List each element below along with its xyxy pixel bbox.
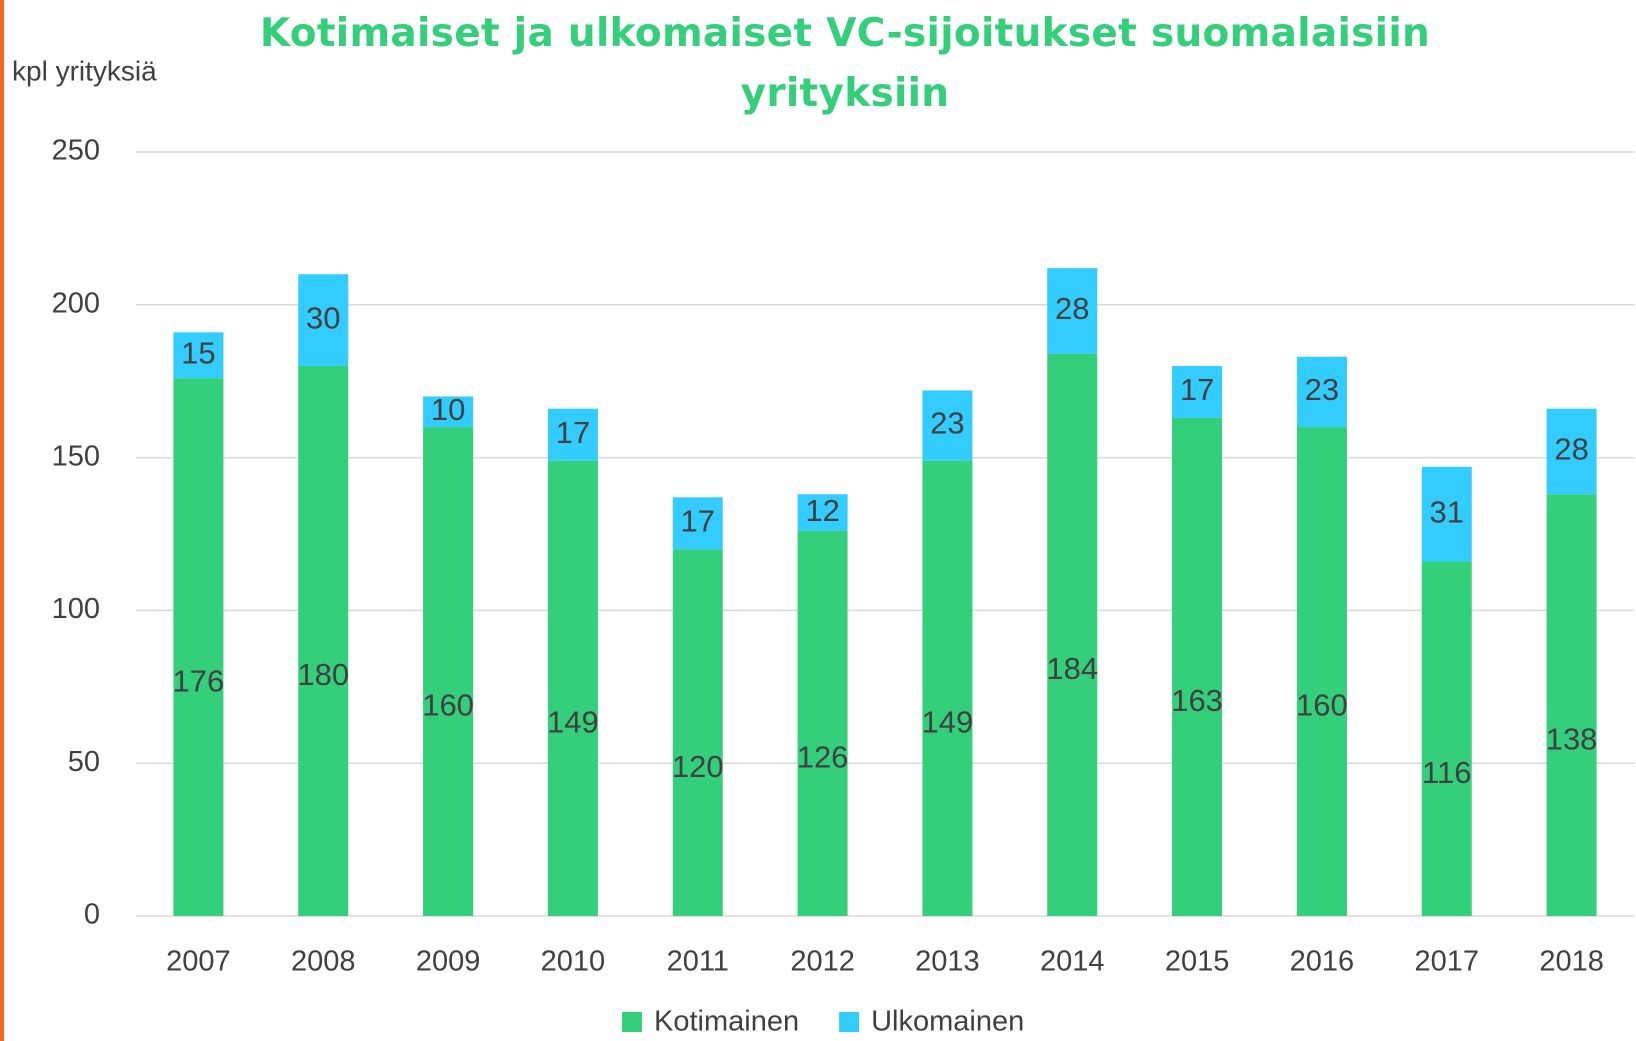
y-tick-label: 200 xyxy=(52,287,100,319)
data-label: 180 xyxy=(297,657,349,692)
bar-segment xyxy=(1047,268,1098,354)
legend-swatch xyxy=(839,1012,860,1032)
x-tick-label: 2011 xyxy=(667,946,729,978)
bar-segment xyxy=(1047,353,1098,916)
bar-segment xyxy=(1296,427,1347,916)
x-tick-label: 2016 xyxy=(1290,946,1355,978)
data-label: 17 xyxy=(681,503,715,538)
bar-segment xyxy=(423,396,474,428)
bar-segment xyxy=(1172,365,1223,418)
bar-segment xyxy=(298,274,349,366)
bar-segment xyxy=(922,390,973,461)
bar-segment xyxy=(173,332,224,379)
data-label: 184 xyxy=(1046,651,1098,686)
x-tick-label: 2018 xyxy=(1539,946,1604,978)
data-label: 23 xyxy=(930,406,964,441)
data-label: 116 xyxy=(1422,755,1471,790)
bar-segment xyxy=(797,530,848,916)
bar-segment xyxy=(1296,356,1347,428)
chart-title: Kotimaiset ja ulkomaiset VC-sijoitukset … xyxy=(259,11,1431,116)
bar-segment xyxy=(1546,408,1597,495)
y-tick-label: 250 xyxy=(52,135,100,167)
data-label: 23 xyxy=(1305,372,1339,407)
x-tick-label: 2007 xyxy=(166,946,231,978)
x-tick-label: 2017 xyxy=(1414,946,1479,978)
x-tick-label: 2013 xyxy=(915,946,980,978)
bar-segment xyxy=(797,494,848,531)
y-tick-label: 0 xyxy=(84,899,100,931)
legend-swatch xyxy=(622,1012,642,1032)
bar-segment xyxy=(672,497,723,550)
x-tick-label: 2014 xyxy=(1040,946,1105,978)
x-tick-label: 2008 xyxy=(291,946,356,978)
data-label: 28 xyxy=(1055,291,1089,326)
x-tick-label: 2009 xyxy=(416,946,481,978)
data-label: 160 xyxy=(1296,688,1348,723)
data-label: 138 xyxy=(1546,721,1598,756)
data-label: 17 xyxy=(1180,372,1214,407)
data-label: 149 xyxy=(547,705,599,740)
x-tick-label: 2015 xyxy=(1165,946,1230,978)
left-border xyxy=(0,0,4,1041)
bar-segment xyxy=(1421,561,1472,916)
data-label: 28 xyxy=(1554,432,1588,467)
bar-segment xyxy=(1546,494,1597,916)
bar-segment xyxy=(298,365,349,916)
y-tick-label: 100 xyxy=(52,593,100,625)
bar-segment xyxy=(922,460,973,916)
data-label: 160 xyxy=(422,688,474,723)
data-label: 176 xyxy=(173,663,225,698)
data-label: 31 xyxy=(1430,494,1464,529)
bar-segment xyxy=(672,549,723,916)
y-axis-label: kpl yrityksiä xyxy=(12,55,157,86)
x-tick-label: 2010 xyxy=(541,946,606,978)
data-label: 17 xyxy=(556,415,590,450)
y-tick-label: 50 xyxy=(68,746,100,778)
bar-segment xyxy=(423,427,474,916)
data-label: 149 xyxy=(922,705,974,740)
bar-segment xyxy=(1421,466,1472,562)
bar-segment xyxy=(173,378,224,916)
data-label: 30 xyxy=(306,300,340,335)
data-label: 126 xyxy=(797,740,849,775)
data-label: 15 xyxy=(181,335,215,370)
bar-segment xyxy=(1172,417,1223,916)
legend-label: Kotimainen xyxy=(654,1006,799,1038)
data-label: 120 xyxy=(672,749,724,784)
x-tick-label: 2012 xyxy=(790,946,855,978)
data-label: 10 xyxy=(431,392,465,427)
data-label: 163 xyxy=(1171,683,1223,718)
bar-segment xyxy=(547,460,598,916)
legend-label: Ulkomainen xyxy=(871,1006,1024,1038)
data-label: 12 xyxy=(805,493,839,528)
y-tick-label: 150 xyxy=(52,440,100,472)
bar-segment xyxy=(547,408,598,461)
